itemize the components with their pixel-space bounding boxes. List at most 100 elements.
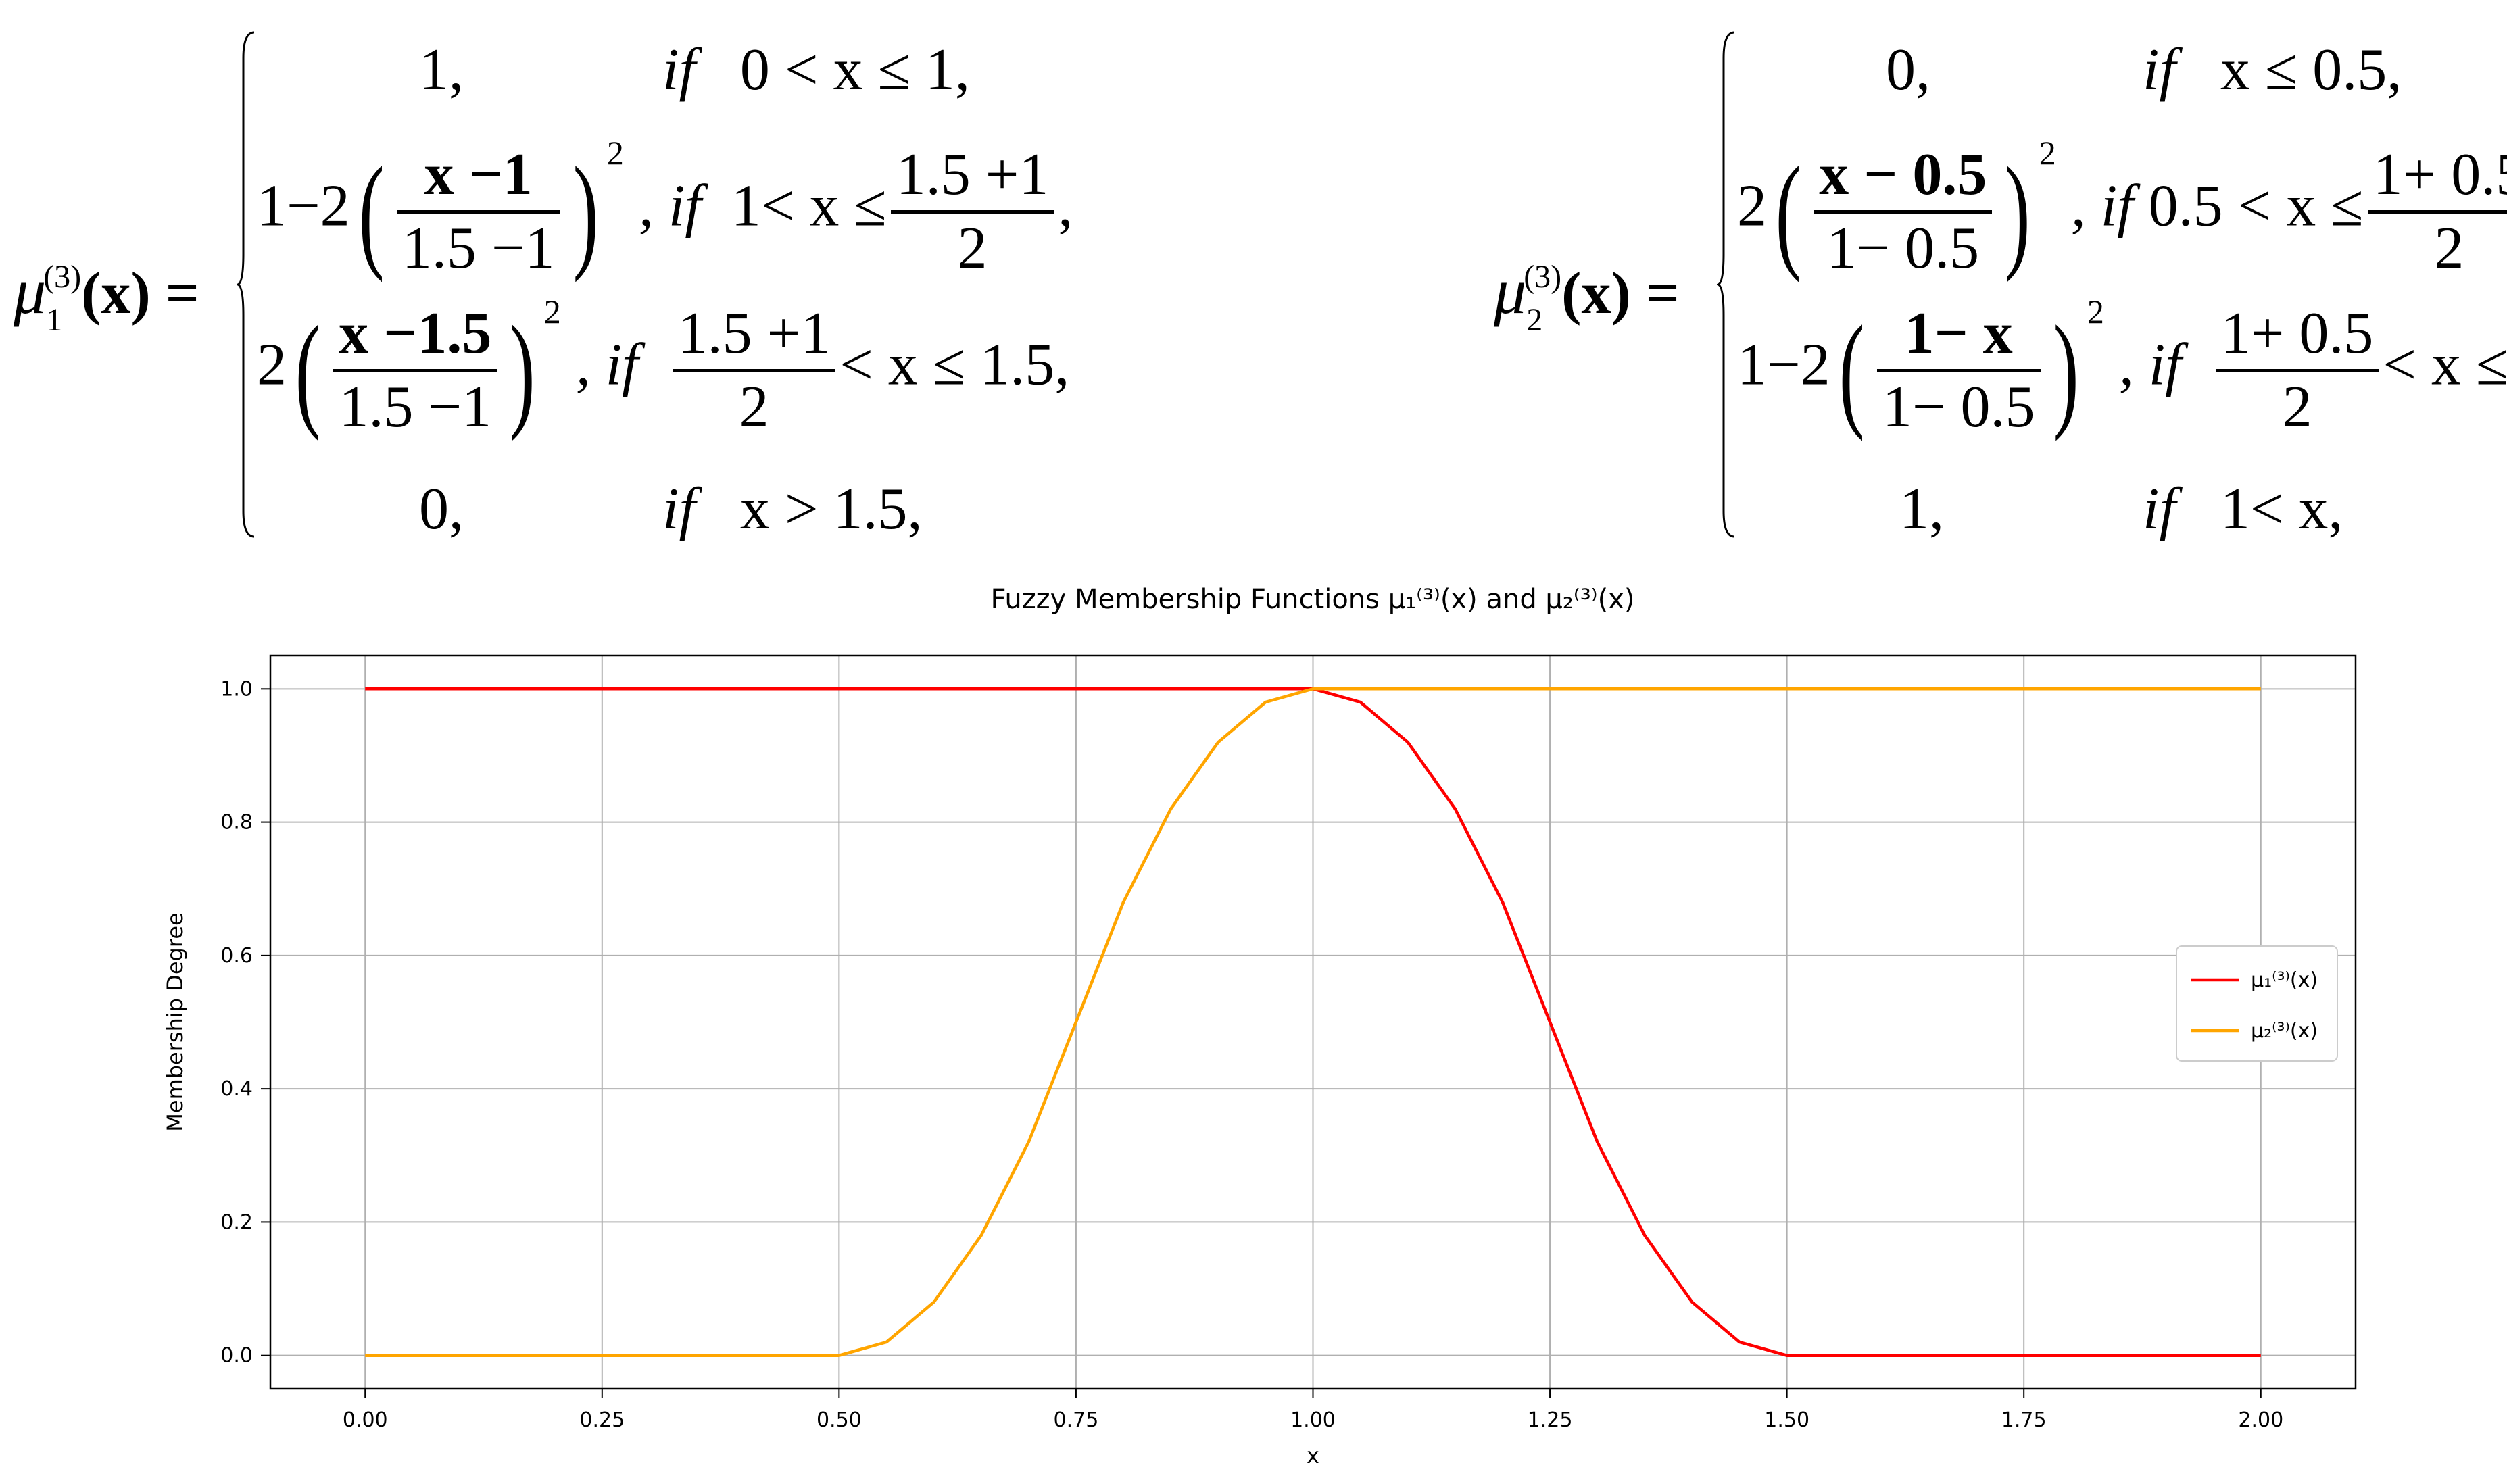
condition-prefix: 1< x ≤ [731, 173, 887, 239]
exponent: 2 [543, 293, 561, 330]
subscript: 2 [1526, 302, 1543, 338]
condition-suffix: < x ≤ 1, [2383, 332, 2507, 398]
x-tick-label: 1.50 [1764, 1408, 1809, 1432]
x-tick-label: 0.25 [579, 1408, 625, 1432]
equation-mu1: μ1 (3)(x) = 1, if 0 < x ≤ 1, 1−2(x −1 1.5 … [14, 20, 1163, 541]
y-tick-label: 0.6 [220, 944, 253, 968]
x-axis-title: x [1307, 1443, 1319, 1468]
series-line-1 [365, 687, 2261, 1357]
numerator: x −1 [396, 145, 560, 214]
condition-fraction: 1.5 +1 2 [890, 145, 1054, 281]
value-prefix: 2 [1737, 173, 1767, 239]
mu2-row-4-value: 1, [1899, 476, 1944, 542]
denominator: 1.5 −1 [401, 216, 555, 281]
fraction: 1− x 1− 0.5 [1876, 304, 2041, 440]
condition-text: 0 < x ≤ 1, [739, 37, 970, 103]
mu2-row-3: 1−2(1− x1− 0.5)2 , if 1+ 0.52< x ≤ 1, [1737, 295, 2507, 440]
mu1-row-4-condition: if x > 1.5, [662, 480, 923, 539]
numerator: 1.5 +1 [890, 145, 1054, 214]
mu1-row-2: 1−2(x −1 1.5 −1) 2 , if 1< x ≤1.5 +1 2, [257, 134, 1073, 283]
denominator: 2 [739, 374, 769, 440]
x-tick-label: 0.75 [1054, 1408, 1099, 1432]
condition-prefix: 0.5 < x ≤ [2148, 173, 2364, 239]
legend-label: μ₁⁽³⁾(x) [2251, 968, 2318, 992]
denominator: 1.5 −1 [339, 374, 492, 440]
value-prefix: 1−2 [257, 173, 350, 239]
grid [270, 656, 2356, 1389]
denominator: 2 [2434, 216, 2464, 281]
series-line-2 [365, 687, 2261, 1357]
membership-chart: Fuzzy Membership Functions μ₁⁽³⁾(x) and … [162, 584, 2357, 1468]
if-keyword: , if [575, 332, 639, 398]
mu2-row-1-condition: if x ≤ 0.5, [2143, 41, 2402, 100]
if-keyword: if [2143, 37, 2176, 103]
mu-symbol: μ [1494, 255, 1527, 327]
denominator: 2 [2282, 374, 2312, 440]
argument: (x) = [81, 261, 199, 326]
mu2-row-1-value: 0, [1886, 37, 1930, 103]
x-tick-label: 0.50 [817, 1408, 862, 1432]
subscript: 1 [46, 302, 63, 338]
condition-suffix: , [1058, 173, 1073, 239]
condition-suffix: < x ≤ 1.5, [839, 332, 1070, 398]
condition-text: x ≤ 0.5, [2220, 37, 2402, 103]
numerator: 1− x [1876, 304, 2041, 372]
if-keyword: , if [638, 173, 702, 239]
numerator: 1+ 0.5 [2367, 145, 2507, 214]
x-tick-label: 0.00 [343, 1408, 388, 1432]
fraction: x −1.5 1.5 −1 [333, 304, 497, 437]
legend-label: μ₂⁽³⁾(x) [2251, 1019, 2318, 1043]
x-tick-label: 2.00 [2238, 1408, 2283, 1432]
if-keyword: if [2143, 476, 2176, 542]
condition-text: x > 1.5, [739, 476, 923, 542]
denominator: 1− 0.5 [1882, 374, 2035, 440]
mu2-row-4-condition: if 1< x, [2143, 480, 2343, 539]
y-tick-label: 1.0 [220, 677, 253, 701]
legend: μ₁⁽³⁾(x) μ₂⁽³⁾(x) [2176, 945, 2338, 1062]
y-tick-label: 0.2 [220, 1210, 253, 1234]
y-tick-label: 0.8 [220, 811, 253, 835]
mu1-row-1-value: 1, [419, 37, 464, 103]
condition-fraction: 1.5 +1 2 [672, 304, 836, 440]
x-tick-label: 1.75 [2001, 1408, 2047, 1432]
x-tick-label: 1.00 [1290, 1408, 1336, 1432]
argument: (x) = [1561, 261, 1680, 326]
if-keyword: , if [2070, 173, 2134, 239]
y-axis-title: Membership Degree [162, 912, 188, 1131]
denominator: 2 [957, 216, 988, 281]
chart-title: Fuzzy Membership Functions μ₁⁽³⁾(x) and … [991, 584, 1635, 615]
y-tick-label: 0.0 [220, 1344, 253, 1368]
superscript: (3) [43, 259, 82, 295]
superscript: (3) [1524, 259, 1562, 295]
if-keyword: , if [2118, 332, 2182, 398]
x-tick-label: 1.25 [1528, 1408, 1573, 1432]
mu-symbol: μ [14, 255, 47, 327]
if-keyword: if [662, 476, 696, 542]
mu1-row-3: 2(x −1.5 1.5 −1) 2 , if 1.5 +1 2 < x ≤ 1.5, [257, 293, 1070, 442]
exponent: 2 [2039, 134, 2056, 172]
left-brace-icon [237, 31, 255, 538]
condition-fraction: 1+ 0.52 [2367, 145, 2507, 281]
if-keyword: if [662, 37, 696, 103]
numerator: 1+ 0.5 [2215, 304, 2379, 372]
mu1-row-1-condition: if 0 < x ≤ 1, [662, 41, 970, 100]
equation-mu2-lhs: μ2 (3)(x) = [1494, 253, 1680, 338]
value-prefix: 1−2 [1737, 332, 1830, 398]
equation-mu1-lhs: μ1 (3)(x) = [14, 253, 199, 338]
legend-box [2176, 945, 2338, 1062]
exponent: 2 [606, 134, 624, 172]
ticks: 0.00 0.25 0.50 0.75 1.00 1.25 1.50 1.75 2.00 0.0 0… [220, 677, 2283, 1432]
fraction: x − 0.5 1− 0.5 [1814, 145, 1993, 281]
y-tick-label: 0.4 [220, 1077, 253, 1101]
denominator: 1− 0.5 [1826, 216, 1980, 281]
mu1-row-4-value: 0, [419, 476, 464, 542]
value-prefix: 2 [257, 332, 287, 398]
mu2-row-2: 2(x − 0.51− 0.5)2 , if 0.5 < x ≤1+ 0.52, [1737, 136, 2507, 281]
numerator: x − 0.5 [1814, 145, 1993, 214]
left-brace-icon [1717, 31, 1735, 538]
fraction: x −1 1.5 −1 [396, 145, 560, 281]
equation-mu2: μ2(3)(x) = 0, if x ≤ 0.5, 2(x − 0.5 1− 0.… [1494, 20, 2507, 542]
series-lines [365, 687, 2261, 1357]
numerator: x −1.5 [333, 304, 497, 372]
